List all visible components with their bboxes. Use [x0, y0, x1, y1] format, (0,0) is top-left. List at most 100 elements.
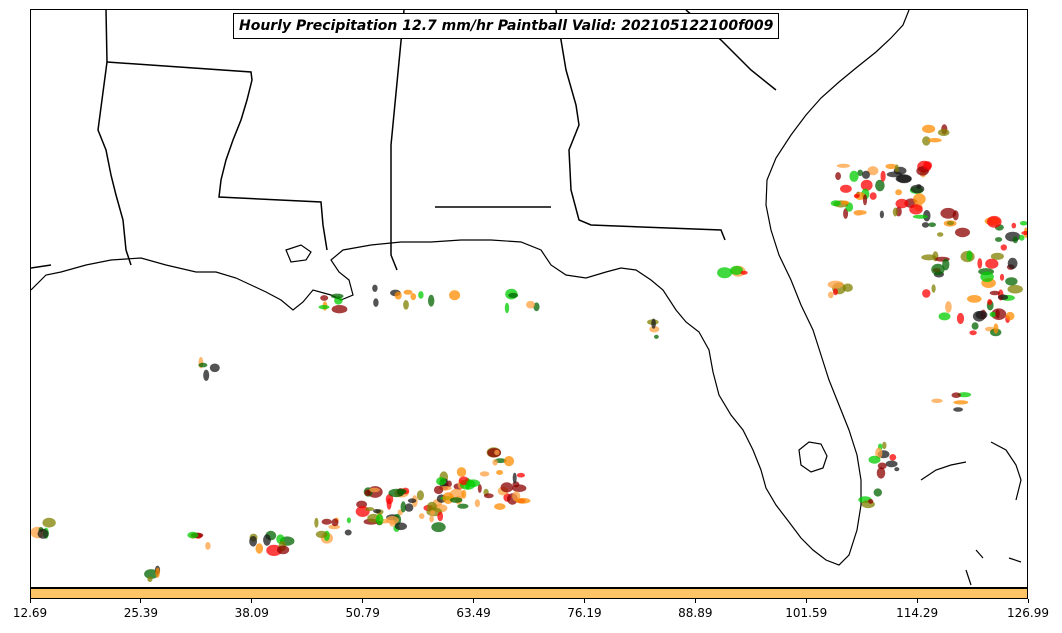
precipitation-blob [895, 174, 912, 183]
precipitation-blob [953, 407, 963, 412]
precipitation-blob [418, 291, 424, 299]
colorbar-tick [362, 599, 364, 603]
precipitation-blob [931, 398, 943, 403]
precipitation-blob [975, 310, 988, 320]
colorbar-tick-label: 50.79 [345, 606, 380, 620]
precipitation-blob [373, 509, 381, 514]
precipitation-blob [931, 263, 945, 276]
precipitation-blob [938, 312, 951, 321]
precipitation-blob [885, 163, 897, 169]
precipitation-blob [346, 517, 351, 524]
colorbar-tick [694, 599, 696, 603]
precipitation-blob [1019, 221, 1027, 226]
precipitation-blob [969, 330, 977, 336]
precipitation-blob [321, 518, 332, 525]
precipitation-blob [999, 273, 1005, 281]
colorbar-tick-label: 114.29 [896, 606, 939, 620]
precipitation-blob [1007, 284, 1023, 294]
precipitation-blob [892, 207, 898, 217]
precipitation-blob [931, 284, 936, 293]
precipitation-blob [740, 270, 748, 275]
precipitation-blob [187, 531, 199, 539]
precipitation-blob [882, 441, 887, 450]
precipitation-blob [980, 271, 994, 282]
coastline [31, 10, 1022, 586]
precipitation-blob [862, 194, 868, 206]
map-title: Hourly Precipitation 12.7 mm/hr Paintbal… [233, 13, 780, 39]
precipitation-blob [436, 477, 447, 486]
precipitation-blob [875, 447, 883, 459]
precipitation-blob [205, 542, 211, 550]
precipitation-blob [730, 265, 743, 275]
precipitation-blob [331, 518, 339, 527]
precipitation-blob [372, 284, 378, 292]
precipitation-blob [457, 503, 469, 509]
precipitation-blob [331, 305, 348, 314]
precipitation-blob [446, 480, 452, 488]
precipitation-blob [946, 221, 955, 226]
colorbar-tick-label: 101.59 [785, 606, 828, 620]
precipitation-blob [995, 237, 1003, 242]
precipitation-blob [403, 300, 409, 310]
precipitation-blob [910, 184, 925, 194]
colorbar-tick [473, 599, 475, 603]
precipitation-blob [956, 312, 965, 325]
precipitation-blob [373, 298, 379, 307]
precipitation-blob [940, 207, 956, 219]
precipitation-blob [516, 472, 525, 478]
precipitation-blob [912, 214, 928, 219]
precipitation-blob [1005, 277, 1018, 286]
precipitation-blob [895, 189, 902, 196]
precipitation-blob [1012, 236, 1018, 244]
precipitation-blob [368, 487, 380, 493]
map-canvas [31, 10, 1027, 586]
precipitation-blob [928, 138, 942, 143]
precipitation-blob [857, 169, 863, 176]
precipitation-blob [830, 200, 841, 207]
precipitation-blob [987, 299, 993, 306]
precipitation-blob [654, 334, 659, 339]
precipitation-blob [203, 369, 210, 381]
precipitation-blob [827, 280, 844, 289]
precipitation-blob [853, 193, 860, 199]
precipitation-blob [995, 309, 1000, 319]
precipitation-blob [717, 267, 733, 279]
precipitation-blob [328, 524, 341, 530]
precipitation-blob [923, 161, 933, 170]
precipitation-blob [853, 210, 863, 216]
precipitation-blob [835, 172, 841, 181]
precipitation-blob [885, 460, 898, 468]
precipitation-blob [315, 530, 328, 539]
precipitation-blob [209, 363, 220, 373]
precipitation-blob [860, 179, 873, 191]
precipitation-blob [364, 489, 371, 496]
precipitation-blob [461, 489, 467, 499]
precipitation-blob [987, 215, 1002, 228]
precipitation-blob [155, 567, 160, 578]
colorbar-tick [251, 599, 253, 603]
precipitation-blob [842, 283, 853, 292]
precipitation-blob [828, 291, 834, 299]
state-borders [31, 10, 777, 271]
precipitation-blob [400, 501, 406, 513]
colorbar-tick-label: 63.49 [456, 606, 491, 620]
colorbar-tick [916, 599, 918, 603]
precipitation-blob [410, 293, 417, 301]
precipitation-blob [479, 471, 490, 477]
precipitation-blob [945, 301, 952, 313]
precipitation-blob [466, 479, 480, 488]
precipitation-blob [344, 529, 352, 536]
colorbar-tick [29, 599, 31, 603]
precipitation-blob [985, 258, 999, 269]
precipitation-blob [876, 467, 886, 479]
precipitation-blob [967, 295, 982, 303]
colorbar-tick-label: 76.19 [567, 606, 602, 620]
precipitation-blob [474, 499, 480, 508]
precipitation-blob [1011, 222, 1017, 229]
precipitation-blob [833, 288, 838, 296]
precipitation-blob [365, 507, 375, 512]
precipitation-blob [1021, 231, 1027, 235]
precipitation-blob [37, 528, 49, 539]
precipitation-blob [886, 171, 903, 178]
precipitation-blob [1005, 311, 1015, 321]
